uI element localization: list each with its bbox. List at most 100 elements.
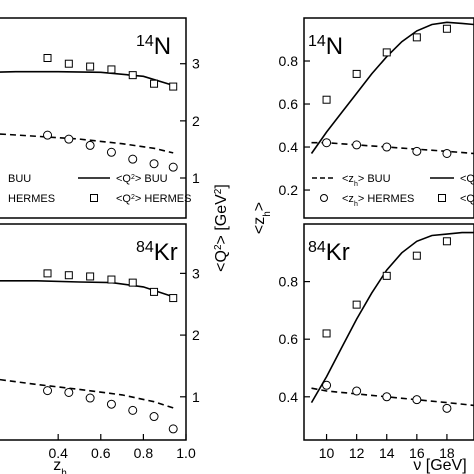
legend-item: <zh> BUU [312, 173, 391, 188]
circle-point [382, 142, 392, 152]
x-tick-label: 16 [409, 445, 425, 461]
square-point [43, 269, 52, 278]
circle-point [106, 147, 116, 157]
circle-point [43, 130, 53, 140]
y-tick-label: 3 [192, 265, 200, 281]
plot-frame [303, 223, 474, 441]
solid-line-series [0, 70, 174, 87]
plot-area [0, 269, 178, 434]
plot-area [310, 21, 474, 158]
circle-point [85, 393, 95, 403]
circle-point [43, 386, 53, 396]
circle-point [382, 392, 392, 402]
y-tick-label: 0.4 [279, 389, 299, 405]
panel-bottom-left: 1 2 3 0.4 0.6 0.8 1.0 84Kr zh [0, 223, 200, 474]
legend-item: BUU [0, 173, 31, 185]
solid-line-series [310, 21, 474, 154]
square-point [107, 65, 116, 74]
plot-area [310, 231, 474, 413]
panel-top-left: 1 2 3 14N BUU <Q2> BUU HERMES <Q2> HERMES <Q2> [… [0, 17, 231, 272]
panel-bottom-right: 0.4 0.6 0.8 10 12 14 16 18 84Kr ν [GeV] [279, 223, 474, 474]
circle-point [64, 387, 74, 397]
y-tick-label: 3 [192, 56, 200, 72]
legend-item: <Q2> HERMES [90, 193, 191, 205]
legend-label: <zh> HERMES [342, 193, 414, 208]
y-tick-label: 1 [192, 170, 200, 186]
legend-label: BUU [8, 173, 31, 185]
y-tick-label: 0.4 [279, 139, 299, 155]
square-point [86, 62, 95, 71]
dashed-line-series [0, 133, 174, 154]
solid-line-series [310, 231, 474, 404]
y-tick-label: 1 [192, 389, 200, 405]
circle-point [149, 159, 159, 169]
circle-point [64, 134, 74, 144]
legend-marker [438, 194, 446, 202]
circle-point [322, 138, 332, 148]
square-point [412, 33, 421, 42]
circle-point [85, 140, 95, 150]
dashed-line-series [0, 378, 174, 409]
x-tick-label: 18 [439, 445, 455, 461]
square-point [64, 271, 73, 280]
legend-label: <Q [460, 193, 474, 205]
x-tick-label: 0.4 [48, 445, 68, 461]
square-point [107, 275, 116, 284]
y-axis-label: <Q2> [GeV2] [213, 184, 231, 272]
solid-line-series [0, 280, 174, 298]
panel-top-right: 0.2 0.4 0.6 0.8 14N <zh> BUU <Q <zh> HERMES <Q <z… [251, 17, 474, 234]
square-point [382, 271, 391, 280]
circle-point [128, 405, 138, 415]
circle-point [442, 403, 452, 413]
square-point [322, 95, 331, 104]
square-point [128, 71, 137, 80]
square-point [86, 272, 95, 281]
circle-point [412, 146, 422, 156]
plot-frame [303, 17, 474, 219]
x-tick-label: 12 [349, 445, 365, 461]
x-axis-label: ν [GeV] [413, 457, 466, 474]
dashed-line-series [311, 387, 474, 407]
x-axis-label: zh [53, 457, 67, 474]
x-tick-label: 14 [379, 445, 395, 461]
isotope-annotation: 14N [136, 33, 171, 61]
square-point [442, 237, 451, 246]
legend-item: <Q [438, 193, 474, 205]
square-point [128, 278, 137, 287]
plot-area [0, 54, 178, 172]
square-point [412, 251, 421, 260]
y-tick-label: 0.8 [279, 274, 299, 290]
y-tick-label: 0.6 [279, 331, 299, 347]
legend-label: <Q2> HERMES [116, 193, 191, 205]
square-point [150, 287, 159, 296]
legend-item: <Q [430, 173, 474, 185]
legend-label: HERMES [8, 193, 55, 205]
square-point [322, 329, 331, 338]
square-point [352, 300, 361, 309]
y-tick-label: 0.2 [279, 182, 299, 198]
circle-point [168, 424, 178, 434]
x-tick-label: 0.8 [134, 445, 154, 461]
circle-point [168, 162, 178, 172]
legend-label: <Q [460, 173, 474, 185]
square-point [169, 82, 178, 91]
square-point [169, 294, 178, 303]
square-point [442, 24, 451, 33]
x-tick-label: 1.0 [176, 445, 196, 461]
square-point [64, 59, 73, 68]
circle-point [128, 154, 138, 164]
plot-frame [0, 223, 187, 441]
circle-point [412, 395, 422, 405]
circle-point [149, 412, 159, 422]
x-tick-label: 10 [319, 445, 335, 461]
isotope-annotation: 14N [308, 33, 343, 61]
y-tick-label: 2 [192, 327, 200, 343]
legend-marker [320, 194, 328, 202]
circle-point [352, 140, 362, 150]
square-point [43, 54, 52, 62]
circle-point [442, 148, 452, 158]
isotope-annotation: 84Kr [136, 239, 178, 267]
isotope-annotation: 84Kr [308, 239, 350, 267]
square-point [150, 79, 159, 88]
